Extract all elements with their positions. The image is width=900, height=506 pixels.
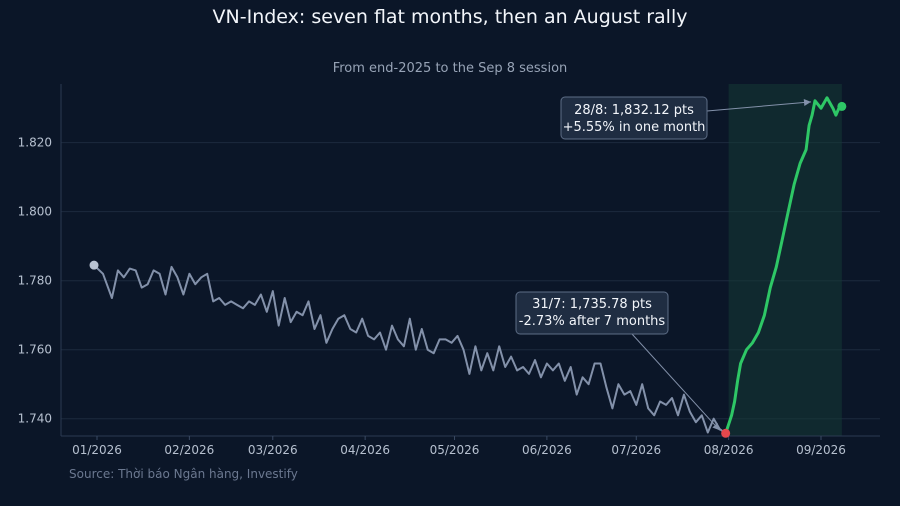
- x-tick-label: 02/2026: [164, 443, 214, 457]
- chart-subtitle: From end-2025 to the Sep 8 session: [332, 61, 568, 76]
- annotation-peak-arrow: [706, 101, 812, 112]
- annotation-peak-line2: +5.55% in one month: [563, 120, 706, 135]
- annotation-low-arrow: [631, 333, 721, 431]
- series-line-1: [724, 96, 844, 435]
- marker-point-0: [89, 260, 99, 270]
- x-tick-label: 09/2026: [796, 443, 846, 457]
- annotation-peak-line1: 28/8: 1,832.12 pts: [574, 103, 694, 118]
- endpoint-markers: [89, 101, 847, 438]
- y-tick-label: 1.740: [18, 412, 52, 426]
- annotation-low: 31/7: 1,735.78 pts -2.73% after 7 months: [515, 291, 721, 431]
- series-line-0: [93, 264, 727, 435]
- annotation-peak-arrowhead: [803, 98, 812, 106]
- x-tick-label: 03/2026: [248, 443, 298, 457]
- series-lines: [93, 96, 844, 435]
- x-tick-label: 06/2026: [522, 443, 572, 457]
- y-tick-labels: 1.740 1.760 1.780 1.800 1.820: [18, 136, 52, 426]
- annotation-low-line2: -2.73% after 7 months: [519, 314, 666, 329]
- annotation-low-arrowhead: [712, 422, 720, 431]
- marker-point-2: [837, 101, 847, 111]
- y-tick-label: 1.800: [18, 205, 52, 219]
- annotation-peak: 28/8: 1,832.12 pts +5.55% in one month: [560, 96, 812, 140]
- chart-title: VN-Index: seven flat months, then an Aug…: [212, 6, 688, 28]
- marker-point-1: [721, 428, 731, 438]
- august-highlight-band: [728, 84, 842, 436]
- x-tick-labels: 01/2026 02/2026 03/2026 04/2026 05/2026 06/20…: [72, 436, 846, 457]
- y-tick-label: 1.760: [18, 343, 52, 357]
- x-tick-label: 04/2026: [340, 443, 390, 457]
- y-tick-label: 1.780: [18, 274, 52, 288]
- x-tick-label: 01/2026: [72, 443, 122, 457]
- x-tick-label: 08/2026: [704, 443, 754, 457]
- source-note: Source: Thời báo Ngân hàng, Investify: [69, 467, 298, 481]
- x-tick-label: 07/2026: [611, 443, 661, 457]
- annotation-low-line1: 31/7: 1,735.78 pts: [532, 297, 652, 312]
- y-tick-label: 1.820: [18, 136, 52, 150]
- x-tick-label: 05/2026: [430, 443, 480, 457]
